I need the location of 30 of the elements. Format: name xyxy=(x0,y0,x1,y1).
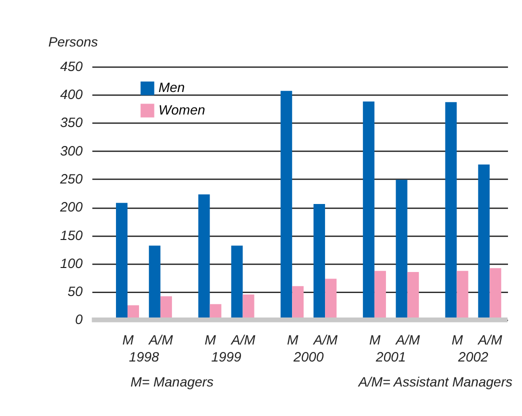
text: A/M= Assistant Managers xyxy=(357,374,513,390)
text: 2002 xyxy=(457,349,489,364)
y-tick-label: 250 xyxy=(59,172,84,187)
x-tick-label: A/M xyxy=(394,332,421,348)
x-tick-label: A/M xyxy=(230,332,256,348)
text: 1998 xyxy=(128,349,160,364)
y-tick-label: 300 xyxy=(60,143,84,158)
x-tick-label: M xyxy=(204,332,217,348)
x-tick-label: M xyxy=(452,332,464,348)
x-tick-label: M xyxy=(286,332,299,348)
y-axis-title: Persons xyxy=(48,34,98,50)
legend-label: Men xyxy=(158,80,185,96)
y-tick-label: 450 xyxy=(60,58,84,74)
x-tick-label: M xyxy=(369,332,382,348)
x-tick-label: M xyxy=(122,332,134,348)
x-tick-label: A/M xyxy=(477,332,503,348)
x-tick-label: A/M xyxy=(148,332,174,348)
y-tick-label: 200 xyxy=(59,200,84,215)
y-tick-label: 400 xyxy=(60,87,84,102)
y-tick-label: 350 xyxy=(60,115,84,130)
y-tick-label: 150 xyxy=(60,228,84,243)
y-tick-label: 100 xyxy=(60,256,84,271)
legend-label: Women xyxy=(158,102,206,118)
y-tick-label: 50 xyxy=(68,284,84,300)
text: 1999 xyxy=(211,349,242,364)
text: M= Managers xyxy=(130,374,214,390)
text: 2000 xyxy=(292,349,324,364)
y-tick-label: 0 xyxy=(75,312,84,328)
text: 2001 xyxy=(374,349,406,364)
x-tick-label: A/M xyxy=(312,332,338,348)
